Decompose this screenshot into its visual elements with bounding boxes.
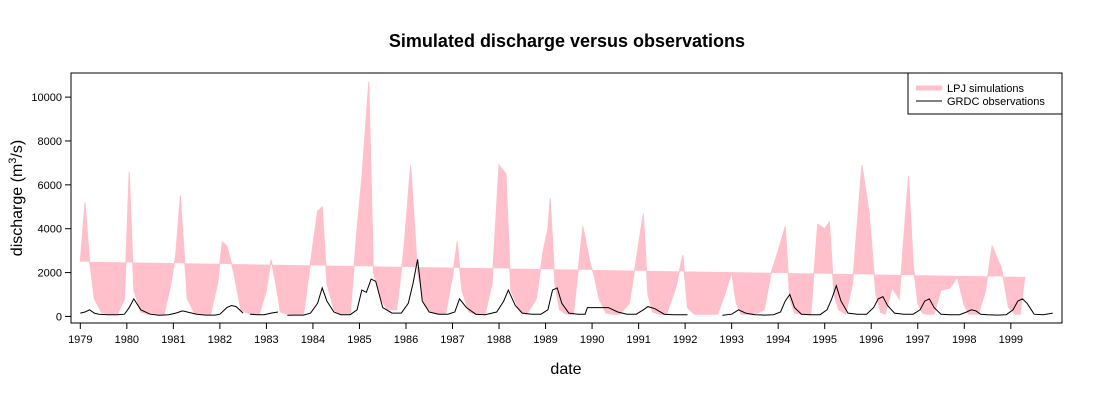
y-tick-label-0: 0 xyxy=(56,311,62,323)
y-axis-label-sup: 3 xyxy=(7,158,19,164)
x-axis: 1979 1980 1981 1982 1983 1984 1985 1986 1987 1988… xyxy=(68,323,1023,346)
x-tick-label-1993: 1993 xyxy=(719,334,743,346)
plot-frame xyxy=(70,72,1063,324)
y-axis-label-main: discharge (m xyxy=(9,164,26,256)
x-tick-label-1996: 1996 xyxy=(859,334,883,346)
x-tick-label-1983: 1983 xyxy=(254,334,278,346)
series-grdc-observations-segment-2 xyxy=(287,259,688,316)
x-tick-label-1994: 1994 xyxy=(766,334,790,346)
y-axis-label: discharge (m3/s) xyxy=(7,140,26,256)
x-tick-label-1999: 1999 xyxy=(999,334,1023,346)
series-grdc-observations-segment-1 xyxy=(250,311,279,316)
x-tick-label-1992: 1992 xyxy=(673,334,697,346)
x-tick-label-1995: 1995 xyxy=(812,334,836,346)
series-grdc-observations-segment-3 xyxy=(722,284,1053,316)
x-tick-label-1986: 1986 xyxy=(394,334,418,346)
x-tick-label-1997: 1997 xyxy=(906,334,930,346)
chart-title: Simulated discharge versus observations xyxy=(389,31,745,51)
x-tick-label-1990: 1990 xyxy=(580,334,604,346)
y-axis-label-group: discharge (m3/s) xyxy=(7,140,26,256)
x-tick-label-1979: 1979 xyxy=(68,334,92,346)
x-tick-label-1989: 1989 xyxy=(533,334,557,346)
x-tick-label-1984: 1984 xyxy=(301,334,325,346)
x-tick-label-1991: 1991 xyxy=(626,334,650,346)
x-tick-label-1982: 1982 xyxy=(208,334,232,346)
y-tick-label-2000: 2000 xyxy=(38,268,62,280)
series-grdc-observations-segment-0 xyxy=(80,297,244,316)
x-tick-label-1998: 1998 xyxy=(952,334,976,346)
x-tick-label-1987: 1987 xyxy=(440,334,464,346)
y-axis: 0 2000 4000 6000 8000 10000 xyxy=(31,92,71,323)
x-tick-label-1988: 1988 xyxy=(487,334,511,346)
plot-area xyxy=(79,81,1053,316)
y-tick-label-10000: 10000 xyxy=(31,92,62,104)
x-tick-label-1980: 1980 xyxy=(115,334,139,346)
x-tick-label-1981: 1981 xyxy=(161,334,185,346)
x-axis-label: date xyxy=(550,361,581,378)
legend: LPJ simulations GRDC observations xyxy=(907,72,1063,115)
legend-box xyxy=(907,72,1063,115)
y-tick-label-8000: 8000 xyxy=(38,136,62,148)
y-tick-label-6000: 6000 xyxy=(38,180,62,192)
y-tick-label-4000: 4000 xyxy=(38,224,62,236)
legend-label-simulations: LPJ simulations xyxy=(947,83,1025,95)
y-axis-label-suffix: /s) xyxy=(9,140,26,158)
legend-label-observations: GRDC observations xyxy=(947,96,1045,108)
series-lpj-simulations-band xyxy=(79,81,1026,315)
x-tick-label-1985: 1985 xyxy=(347,334,371,346)
